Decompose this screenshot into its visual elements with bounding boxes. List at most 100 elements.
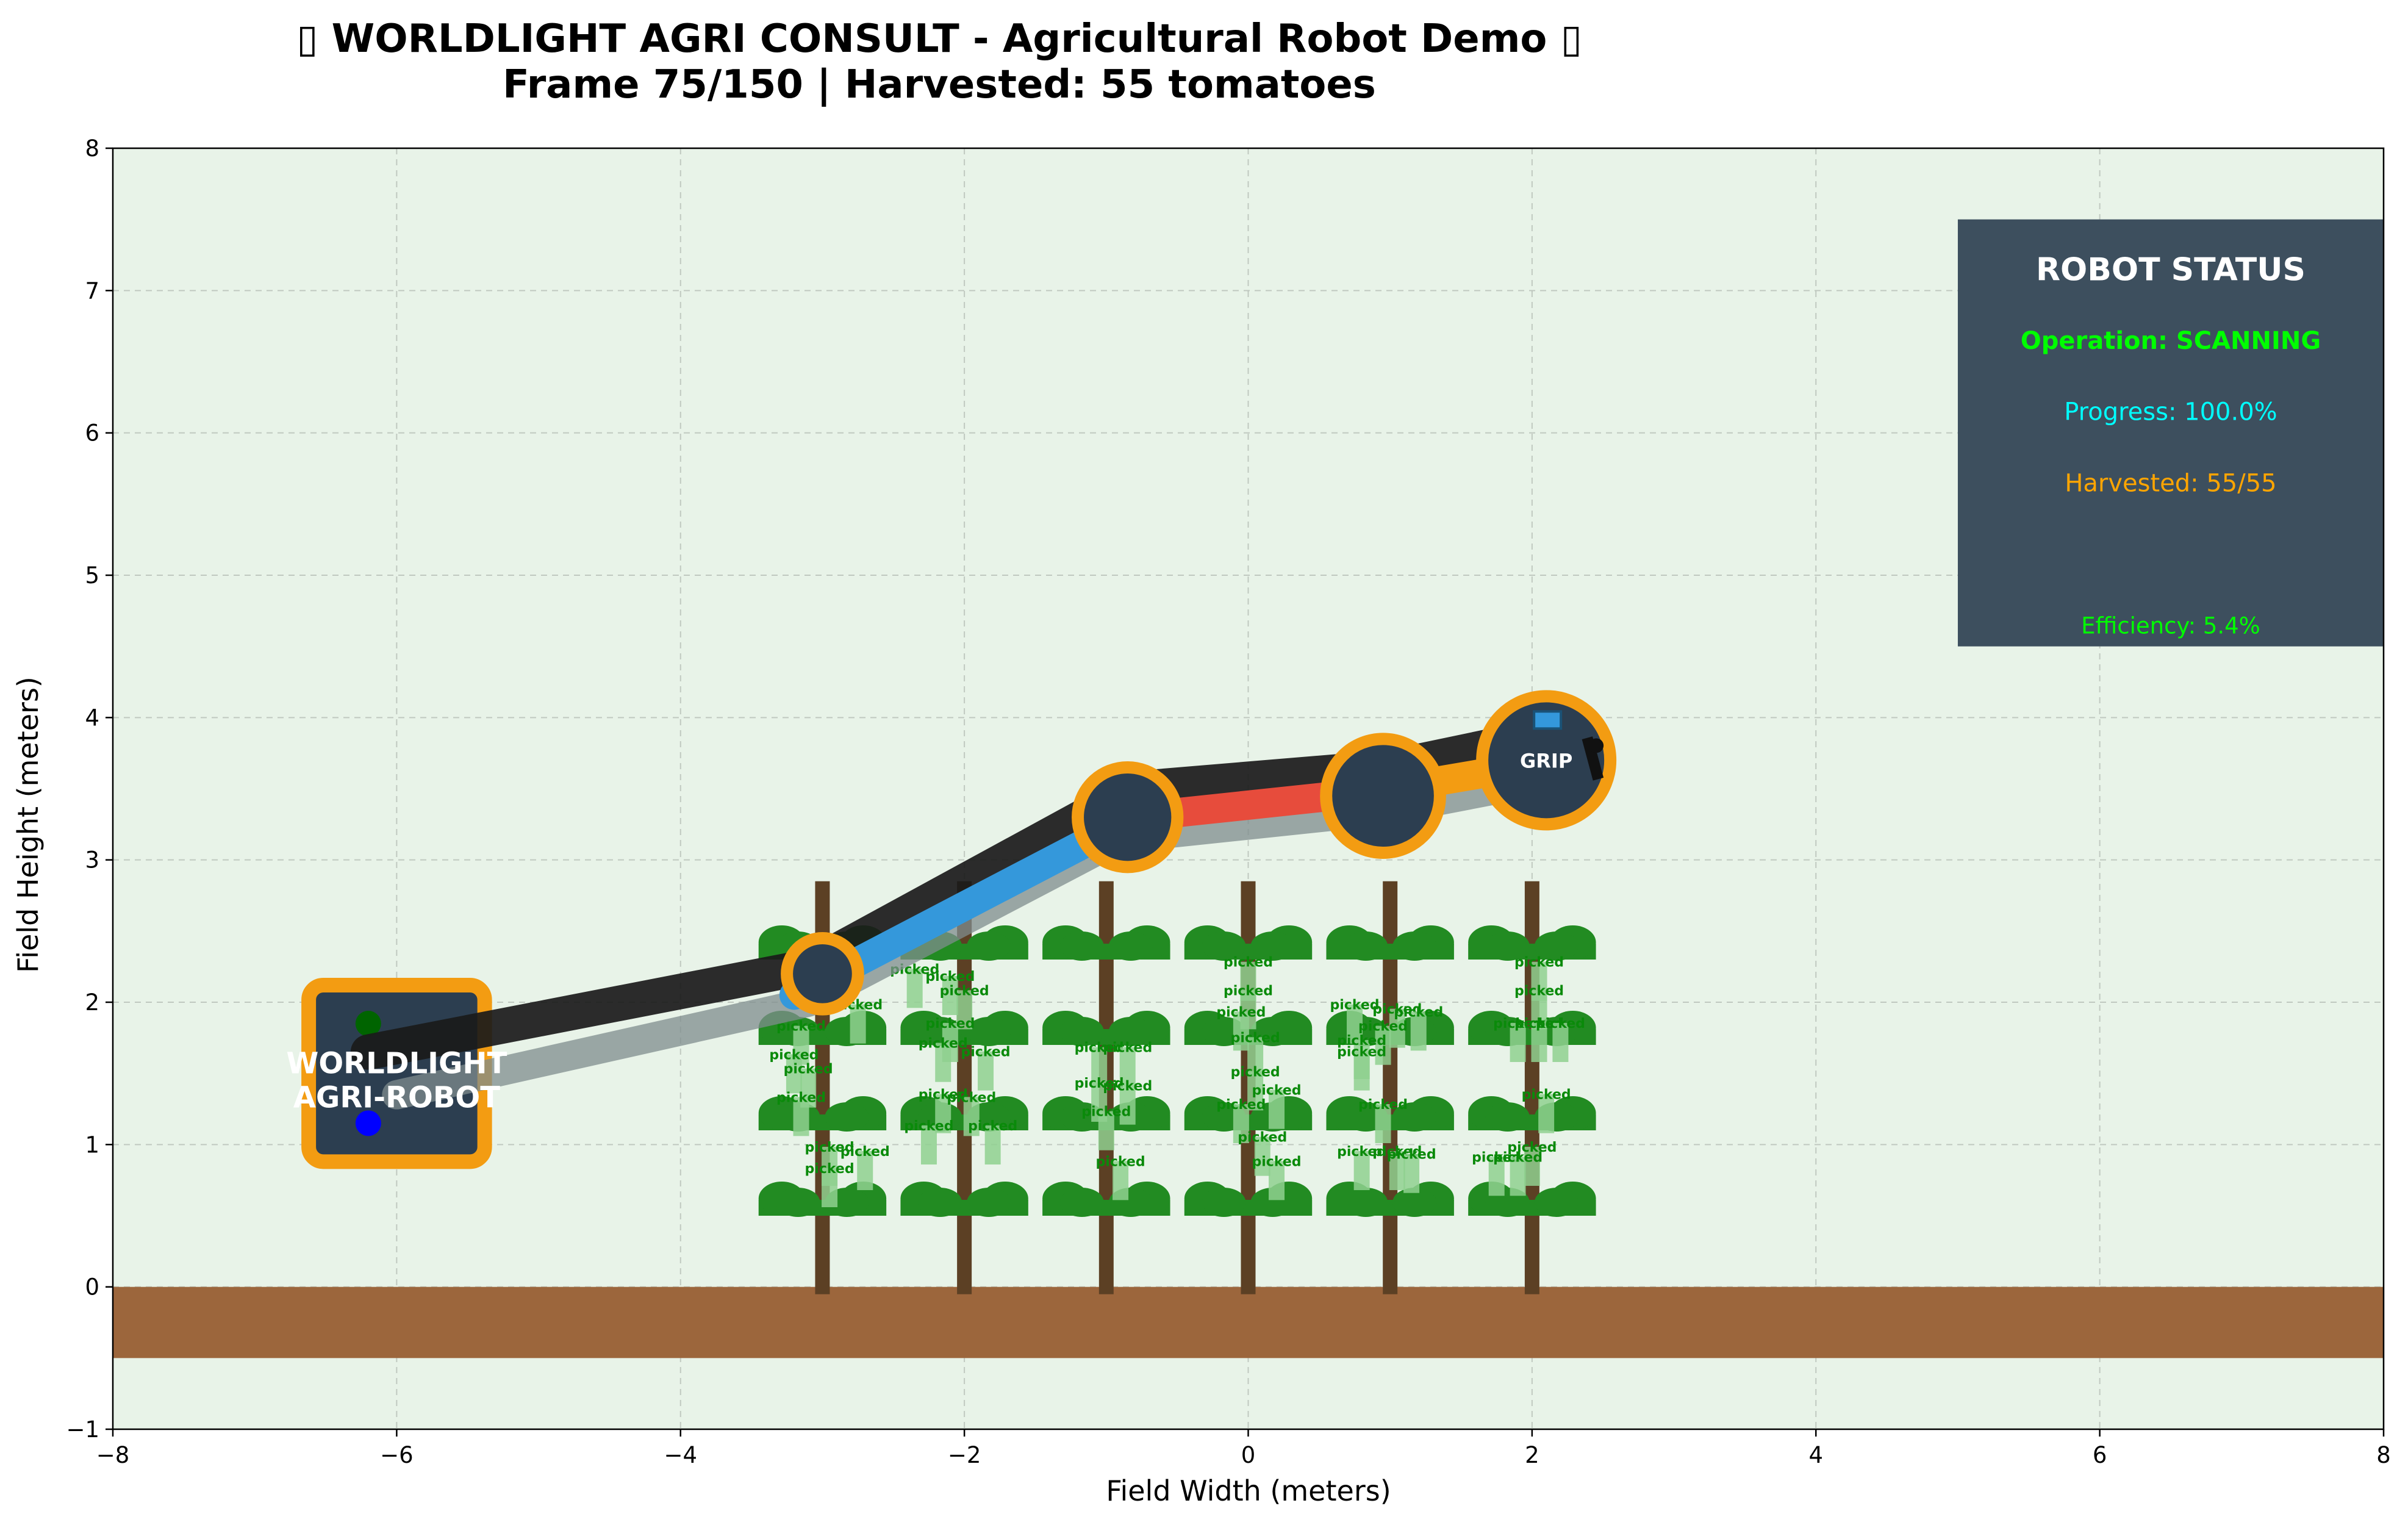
picked-tomato: picked [1337,1045,1386,1091]
plant-leaf-cluster [1184,925,1313,961]
leaf [1485,931,1530,961]
arm-joint-ring [1320,733,1446,859]
picked-tomato-label: picked [1231,1064,1280,1080]
soil-ground [113,1286,2384,1358]
picked-tomato-marker [1247,1037,1264,1077]
picked-tomato-marker [1247,1071,1264,1111]
leaf [1392,1188,1437,1217]
picked-tomato: picked [904,1119,953,1164]
plant-leaf-cluster [1042,925,1170,961]
picked-tomato-marker [1524,1147,1540,1186]
picked-tomato-marker [1091,1047,1108,1086]
picked-tomato-label: picked [1337,1144,1386,1160]
plant-leaf-cluster [900,1182,1028,1217]
picked-tomato: picked [925,969,975,1015]
picked-tomato: picked [1337,1144,1386,1190]
picked-tomato-label: picked [1514,955,1564,971]
picked-tomato-marker [1389,1151,1405,1190]
picked-tomato: picked [1514,983,1564,1030]
picked-tomato: picked [776,1090,826,1136]
picked-tomato: picked [1507,1140,1557,1186]
leaf [1392,931,1437,961]
picked-tomato-label: picked [769,1047,819,1063]
picked-tomato-marker [963,1097,980,1136]
status-title: ROBOT STATUS [2036,251,2306,288]
picked-tomato-label: picked [1387,1147,1436,1163]
y-axis-label: Field Height (meters) [12,676,45,973]
picked-tomato-marker [920,1125,937,1164]
plant-leaf-cluster [1042,1182,1170,1217]
gripper-sensor [1533,710,1563,730]
picked-tomato: picked [1216,1097,1266,1143]
x-tick-label: 4 [1808,1442,1823,1468]
picked-tomato-marker [793,1097,809,1136]
picked-tomato-label: picked [925,1016,975,1032]
picked-tomato-marker [1119,1047,1136,1086]
picked-tomato-label: picked [1252,1154,1302,1169]
picked-tomato-label: picked [968,1119,1017,1134]
status-operation: Operation: SCANNING [2021,327,2321,355]
picked-tomato-marker [1254,1136,1270,1176]
picked-tomato: picked [1358,1019,1408,1065]
picked-tomato: picked [1536,1016,1585,1062]
picked-tomato-label: picked [1358,1019,1408,1035]
picked-tomato: picked [1330,998,1380,1044]
leaf [1344,1188,1388,1217]
y-tick-label: −1 [66,1416,99,1443]
picked-tomato-label: picked [1075,1076,1124,1091]
leaf [967,931,1011,961]
gripper-label: GRIP [1520,749,1572,772]
picked-tomato-label: picked [784,1062,833,1077]
x-axis-ticks: −8 −6 −4 −2 0 2 4 6 8 [96,1429,2391,1468]
leaf [1392,1102,1437,1132]
picked-tomato-label: picked [925,969,975,985]
picked-tomato-marker [1375,1025,1391,1065]
picked-tomato: picked [961,1045,1011,1091]
arm-joint [1476,690,1617,831]
x-tick-label: 6 [2093,1442,2107,1468]
leaf [1250,931,1295,961]
picked-tomato-marker [850,1004,866,1044]
chart-title-line1: ▯ WORLDLIGHT AGRI CONSULT - Agricultural… [296,16,1582,62]
picked-tomato-label: picked [1103,1079,1152,1094]
x-tick-label: −6 [380,1442,414,1468]
leaf [967,1188,1011,1217]
picked-tomato-marker [1403,1154,1420,1193]
picked-tomato-label: picked [940,983,989,999]
picked-tomato: picked [1231,1030,1280,1077]
x-tick-label: 0 [1241,1442,1256,1468]
picked-tomato-label: picked [1358,1097,1408,1113]
x-tick-label: 8 [2376,1442,2391,1468]
picked-tomato-marker [1353,1151,1370,1190]
picked-tomato-label: picked [904,1119,953,1134]
picked-tomato-marker [935,1094,951,1133]
picked-tomato-label: picked [1224,983,1273,999]
picked-tomato: picked [1394,1005,1443,1051]
picked-tomato-marker [906,969,923,1008]
plant-leaf-cluster [1326,925,1454,961]
leaf [776,1188,820,1217]
y-tick-label: 8 [85,135,99,162]
picked-tomato-label: picked [947,1090,996,1105]
picked-tomato-marker [1269,1089,1285,1129]
leaf [1202,1188,1246,1217]
picked-tomato-marker [942,976,958,1015]
y-tick-label: 7 [85,278,99,304]
y-tick-label: 4 [85,705,99,731]
plant-leaf-cluster [1042,1011,1170,1046]
x-tick-label: −2 [948,1442,981,1468]
picked-tomato-label: picked [840,1144,890,1160]
status-panel-background [1957,219,2384,647]
picked-tomato: picked [1216,1005,1266,1051]
leaf [1108,931,1153,961]
leaf [967,1017,1011,1046]
arm-joint-ring [1476,690,1617,831]
picked-tomato-marker [935,1042,951,1082]
picked-tomato: picked [919,1088,968,1133]
picked-tomato-marker [786,1054,802,1094]
picked-tomato-label: picked [1216,1005,1266,1020]
leaf [825,1102,869,1132]
arm-joints [781,690,1617,1016]
status-progress: Progress: 100.0% [2064,398,2277,426]
